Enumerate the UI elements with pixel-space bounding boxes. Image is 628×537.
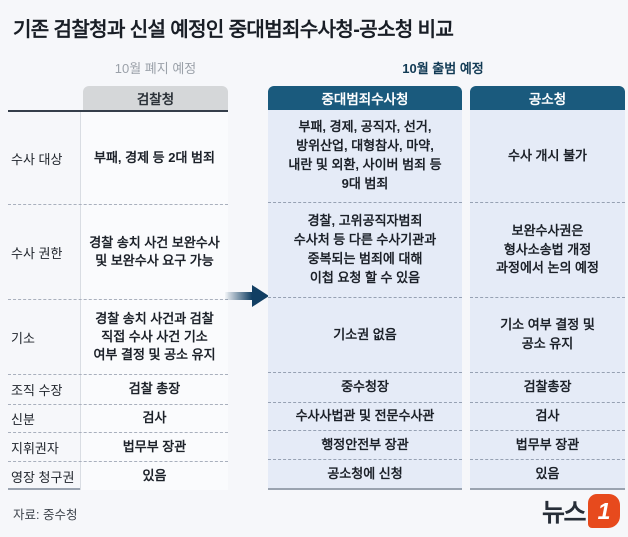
agency-cell: 기소권 없음 xyxy=(268,298,462,373)
prosecution-cell: 검찰 총장 xyxy=(80,375,228,404)
arrow-tail xyxy=(225,292,252,300)
table-row: 영장 청구권 있음 xyxy=(8,462,228,490)
prosecution-cell: 경찰 송치 사건 보완수사 및 보완수사 요구 가능 xyxy=(80,205,228,299)
office-cell: 검사 xyxy=(470,403,625,431)
prosecution-table: 수사 대상 부패, 경제 등 2대 범죄 수사 권한 경찰 송치 사건 보완수사… xyxy=(8,110,228,490)
prosecution-cell: 있음 xyxy=(80,462,228,490)
office-cell: 수사 개시 불가 xyxy=(470,110,625,203)
arrow-head xyxy=(252,285,269,307)
serious-crime-agency-panel: 부패, 경제, 공직자, 선거, 방위산업, 대형참사, 마약, 내란 및 외환… xyxy=(268,110,462,490)
office-cell: 법무부 장관 xyxy=(470,431,625,460)
row-label: 영장 청구권 xyxy=(11,469,75,485)
news1-logo-text: 뉴스 xyxy=(541,499,587,527)
public-prosecution-office-panel: 수사 개시 불가 보완수사권은 형사소송법 개정 과정에서 논의 예정 기소 여… xyxy=(470,110,625,490)
table-row: 수사 권한 경찰 송치 사건 보완수사 및 보완수사 요구 가능 xyxy=(8,205,228,300)
table-row: 신분 검사 xyxy=(8,405,228,433)
prosecution-cell: 부패, 경제 등 2대 범죄 xyxy=(80,112,228,204)
table-row: 지휘권자 법무부 장관 xyxy=(8,433,228,462)
row-label: 수사 권한 xyxy=(11,245,63,261)
prosecution-cell: 경찰 송치 사건과 검찰 직접 수사 사건 기소 여부 결정 및 공소 유지 xyxy=(80,300,228,374)
row-label: 수사 대상 xyxy=(11,151,63,167)
agency-cell: 부패, 경제, 공직자, 선거, 방위산업, 대형참사, 마약, 내란 및 외환… xyxy=(268,110,462,203)
office-cell: 보완수사권은 형사소송법 개정 과정에서 논의 예정 xyxy=(470,203,625,298)
office-cell: 기소 여부 결정 및 공소 유지 xyxy=(470,298,625,373)
launch-schedule-label: 10월 출범 예정 xyxy=(402,61,484,76)
table-row: 기소 경찰 송치 사건과 검찰 직접 수사 사건 기소 여부 결정 및 공소 유… xyxy=(8,300,228,375)
agency-cell: 경찰, 고위공직자범죄 수사처 등 다른 수사기관과 중복되는 범죄에 대해 이… xyxy=(268,203,462,298)
table-row: 수사 대상 부패, 경제 등 2대 범죄 xyxy=(8,112,228,205)
column-header-prosecution: 검찰청 xyxy=(83,86,228,110)
right-arrow-icon xyxy=(225,285,269,307)
agency-cell: 공소청에 신청 xyxy=(327,465,403,481)
news1-logo: 뉴스 1 xyxy=(542,493,620,529)
row-label: 신분 xyxy=(11,412,35,427)
row-label: 지휘권자 xyxy=(11,440,59,456)
news1-logo-numeral-icon: 1 xyxy=(588,494,620,528)
row-label: 조직 수장 xyxy=(11,383,63,398)
page-title: 기존 검찰청과 신설 예정인 중대범죄수사청-공소청 비교 xyxy=(13,19,454,41)
prosecution-cell: 법무부 장관 xyxy=(80,433,228,461)
row-label: 기소 xyxy=(11,330,35,346)
column-header-serious-crime-agency: 중대범죄수사청 xyxy=(268,86,462,110)
abolish-schedule-label: 10월 폐지 예정 xyxy=(114,61,197,76)
prosecution-cell: 검사 xyxy=(80,405,228,432)
agency-cell: 수사사법관 및 전문수사관 xyxy=(268,403,462,431)
agency-cell: 행정안전부 장관 xyxy=(268,431,462,460)
source-credit: 자료: 중수청 xyxy=(13,508,78,522)
column-header-public-prosecution-office: 공소청 xyxy=(470,86,625,110)
table-row: 조직 수장 검찰 총장 xyxy=(8,375,228,405)
office-cell: 검찰총장 xyxy=(470,373,625,403)
office-cell: 있음 xyxy=(535,465,560,481)
agency-cell: 중수청장 xyxy=(268,373,462,403)
